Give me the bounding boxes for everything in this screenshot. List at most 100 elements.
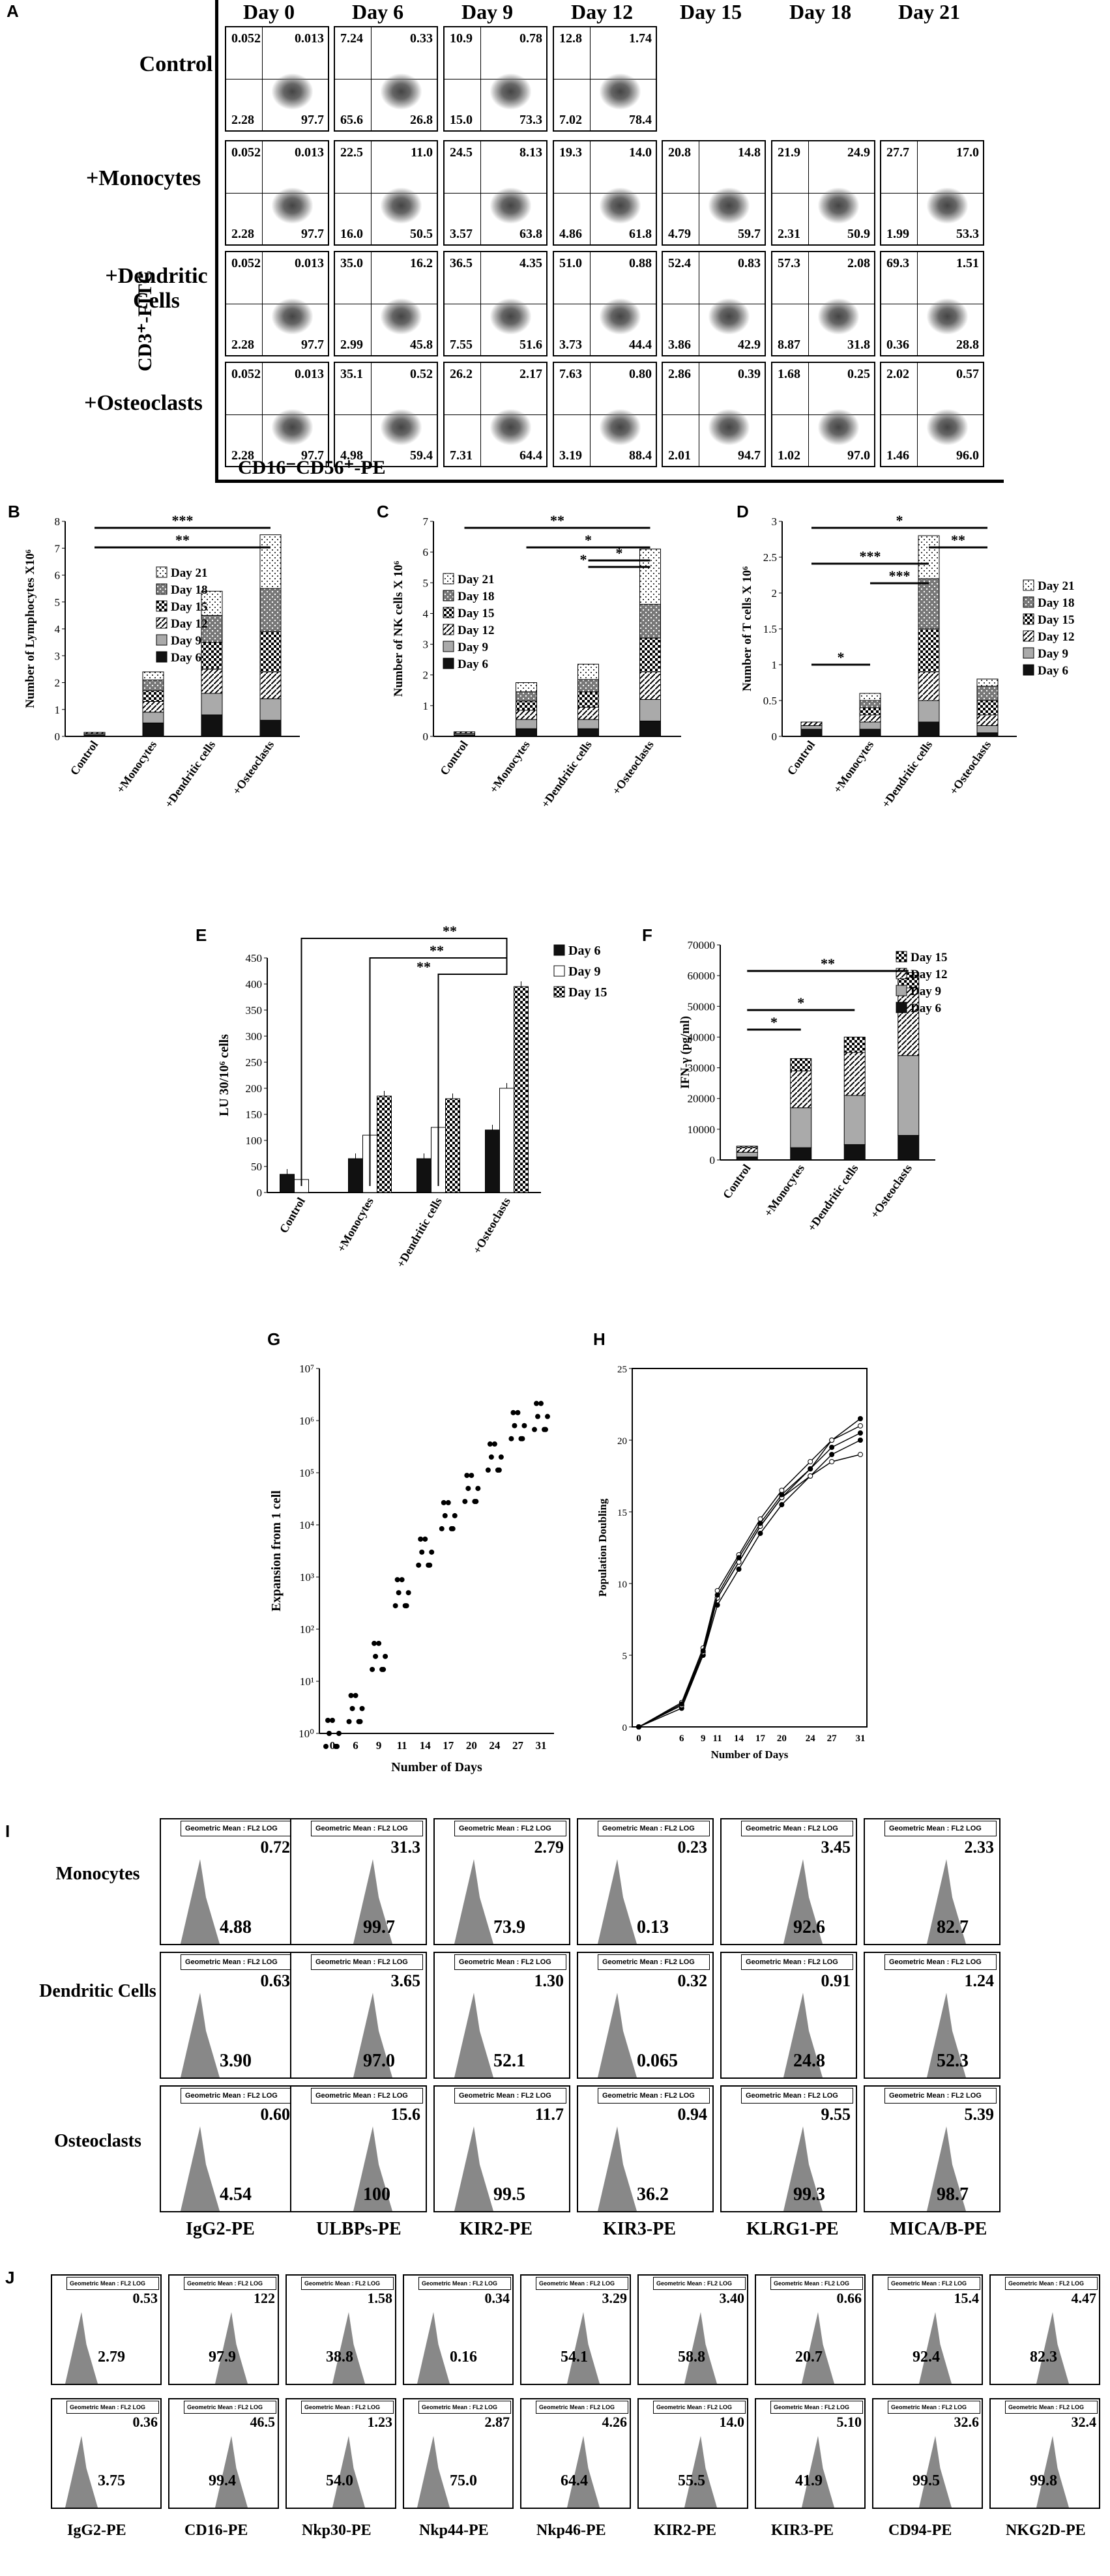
bar-segment bbox=[516, 682, 537, 693]
y-tick-label: 5 bbox=[55, 596, 61, 609]
geometric-mean-value: 11.7 bbox=[534, 2105, 564, 2124]
bar-segment bbox=[142, 712, 164, 723]
data-point bbox=[325, 1718, 330, 1723]
significance-marker: *** bbox=[172, 512, 194, 528]
quadrant-value: 4.79 bbox=[668, 227, 691, 241]
panel-j-column-label: KIR2-PE bbox=[654, 2522, 716, 2539]
histogram-plot: Geometric Mean : FL2 LOG 0.91 24.8 bbox=[720, 1952, 857, 2079]
geometric-mean-value: 5.10 bbox=[836, 2414, 862, 2430]
bar-segment bbox=[142, 690, 164, 702]
quadrant-value: 0.25 bbox=[847, 367, 870, 381]
x-category-label: +Dendritic cells bbox=[394, 1195, 445, 1270]
bar-segment bbox=[736, 1147, 758, 1153]
panel-b-chart: 0 1 2 3 4 5 6 7 8 Number of Lymphocytes X10⁶ Contr… bbox=[23, 512, 300, 810]
data-point bbox=[757, 1531, 763, 1536]
quadrant-value: 42.9 bbox=[738, 338, 761, 352]
legend-swatch bbox=[1023, 579, 1034, 591]
quadrant-value: 7.31 bbox=[450, 448, 473, 463]
x-category-label: +Osteoclasts bbox=[230, 738, 277, 797]
data-point bbox=[441, 1499, 446, 1505]
percent-positive: 75.0 bbox=[450, 2472, 477, 2489]
histogram-peak bbox=[65, 2436, 98, 2508]
quadrant-value: 3.73 bbox=[559, 338, 582, 352]
data-point bbox=[545, 1413, 550, 1419]
x-category-label: +Monocytes bbox=[761, 1162, 807, 1219]
data-point bbox=[829, 1452, 835, 1457]
x-tick-label: 6 bbox=[679, 1733, 684, 1744]
bar bbox=[445, 1098, 460, 1193]
quadrant-value: 2.28 bbox=[231, 448, 254, 463]
panel-label-c: C bbox=[377, 502, 389, 521]
y-tick-label: 450 bbox=[246, 952, 263, 964]
bar-segment bbox=[639, 699, 661, 721]
y-tick-label: 10⁴ bbox=[299, 1519, 314, 1531]
geometric-mean-value: 46.5 bbox=[250, 2414, 276, 2430]
quadrant-value: 78.4 bbox=[629, 113, 652, 127]
data-point bbox=[512, 1423, 518, 1428]
y-tick-label: 10⁷ bbox=[299, 1363, 314, 1375]
legend-label: Day 6 bbox=[171, 651, 201, 665]
data-point bbox=[519, 1436, 525, 1441]
geometric-mean-value: 0.60 bbox=[260, 2105, 291, 2124]
series-line bbox=[638, 1425, 861, 1728]
legend-swatch bbox=[1023, 613, 1034, 625]
bar-segment bbox=[516, 728, 537, 737]
panel-a-row-label: +Osteoclasts bbox=[84, 391, 203, 415]
histogram-plot: Geometric Mean : FL2 LOG 0.94 36.2 bbox=[577, 2085, 714, 2212]
bar-segment bbox=[790, 1107, 812, 1148]
legend-swatch bbox=[1023, 664, 1034, 676]
bar-segment bbox=[976, 678, 999, 687]
data-point bbox=[336, 1731, 342, 1736]
geometric-mean-value: 0.53 bbox=[132, 2290, 158, 2306]
histogram-peak bbox=[919, 2436, 952, 2508]
quadrant-value: 26.8 bbox=[410, 113, 433, 127]
quadrant-value: 57.3 bbox=[778, 256, 800, 270]
percent-positive: 92.6 bbox=[793, 1917, 825, 1937]
geometric-mean-value: 2.79 bbox=[534, 1838, 564, 1857]
data-point bbox=[475, 1486, 481, 1492]
y-tick-label: 100 bbox=[246, 1135, 263, 1147]
geometric-mean-value: 0.66 bbox=[836, 2290, 862, 2306]
x-tick-label: 31 bbox=[536, 1739, 547, 1752]
bar-segment bbox=[859, 693, 881, 701]
bar-segment bbox=[859, 721, 881, 730]
histogram-peak bbox=[919, 2312, 952, 2384]
geometric-mean-value: 122 bbox=[254, 2290, 275, 2306]
histogram-plot: Geometric Mean : FL2 LOG 1.30 52.1 bbox=[433, 1952, 570, 2079]
y-tick-label: 15 bbox=[617, 1508, 627, 1518]
geometric-mean-header: Geometric Mean : FL2 LOG bbox=[598, 2088, 710, 2104]
y-axis-label: LU 30/10⁶ cells bbox=[217, 1034, 231, 1116]
data-point bbox=[858, 1430, 863, 1436]
significance-marker: ** bbox=[550, 512, 564, 528]
bar-segment bbox=[800, 721, 823, 726]
quadrant-value: 14.0 bbox=[629, 145, 652, 160]
x-tick-label: 24 bbox=[806, 1733, 816, 1744]
histogram-peak bbox=[65, 2312, 98, 2384]
event-cluster bbox=[381, 298, 422, 335]
geometric-mean-header: Geometric Mean : FL2 LOG bbox=[181, 1954, 293, 1970]
geometric-mean-header: Geometric Mean : FL2 LOG bbox=[301, 2401, 394, 2414]
legend-swatch bbox=[156, 566, 168, 578]
bar-segment bbox=[259, 671, 282, 699]
histogram-plot: Geometric Mean : FL2 LOG 0.53 2.79 bbox=[51, 2274, 162, 2385]
panel-j-column-label: IgG2-PE bbox=[67, 2522, 126, 2539]
quadrant-value: 73.3 bbox=[519, 113, 542, 127]
geometric-mean-header: Geometric Mean : FL2 LOG bbox=[741, 1954, 853, 1970]
panel-a-row-label: +Dendritic Cells bbox=[105, 264, 208, 313]
quadrant-value: 0.36 bbox=[886, 338, 909, 352]
legend-label: Day 12 bbox=[458, 624, 494, 637]
percent-positive: 99.5 bbox=[913, 2472, 940, 2489]
geometric-mean-header: Geometric Mean : FL2 LOG bbox=[888, 2401, 980, 2414]
x-category-label: +Dendritic cells bbox=[805, 1162, 861, 1234]
bar-segment bbox=[201, 590, 223, 616]
panel-i-column-label: IgG2-PE bbox=[186, 2219, 255, 2239]
y-tick-label: 10⁵ bbox=[299, 1467, 314, 1479]
data-point bbox=[496, 1467, 502, 1473]
flow-dot-plot: 36.5 4.35 7.55 51.6 bbox=[443, 251, 548, 356]
event-cluster bbox=[490, 409, 531, 446]
quadrant-value: 0.052 bbox=[231, 31, 261, 46]
y-tick-label: 10 bbox=[617, 1580, 627, 1590]
y-tick-label: 3 bbox=[772, 515, 778, 528]
panel-i-column-label: KLRG1-PE bbox=[746, 2219, 839, 2239]
histogram-plot: Geometric Mean : FL2 LOG 4.47 82.3 bbox=[989, 2274, 1100, 2385]
